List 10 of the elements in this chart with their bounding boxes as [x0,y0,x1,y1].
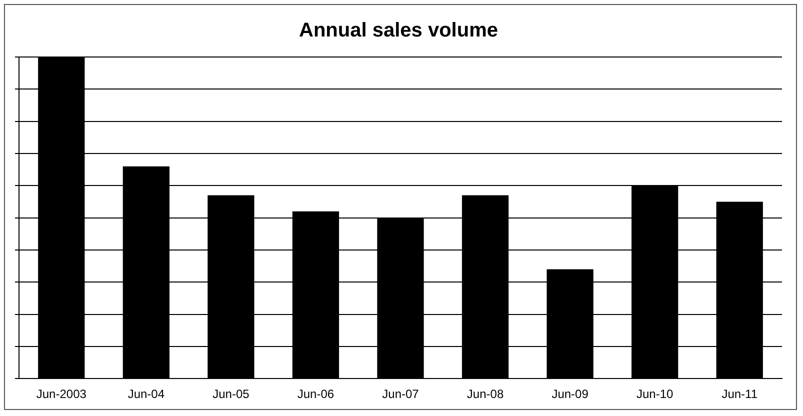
x-tick-label: Jun-2003 [36,387,87,402]
x-tick-label: Jun-04 [128,387,165,402]
x-tick-label: Jun-08 [466,387,504,402]
x-tick-label: Jun-10 [636,387,674,402]
x-tick-label: Jun-05 [212,387,250,402]
x-tick-label: Jun-11 [722,387,758,402]
x-tick-label: Jun-09 [552,387,589,402]
chart-title: Annual sales volume [299,20,498,42]
x-tick-label: Jun-07 [382,387,420,402]
x-tick-label: Jun-06 [297,387,334,402]
